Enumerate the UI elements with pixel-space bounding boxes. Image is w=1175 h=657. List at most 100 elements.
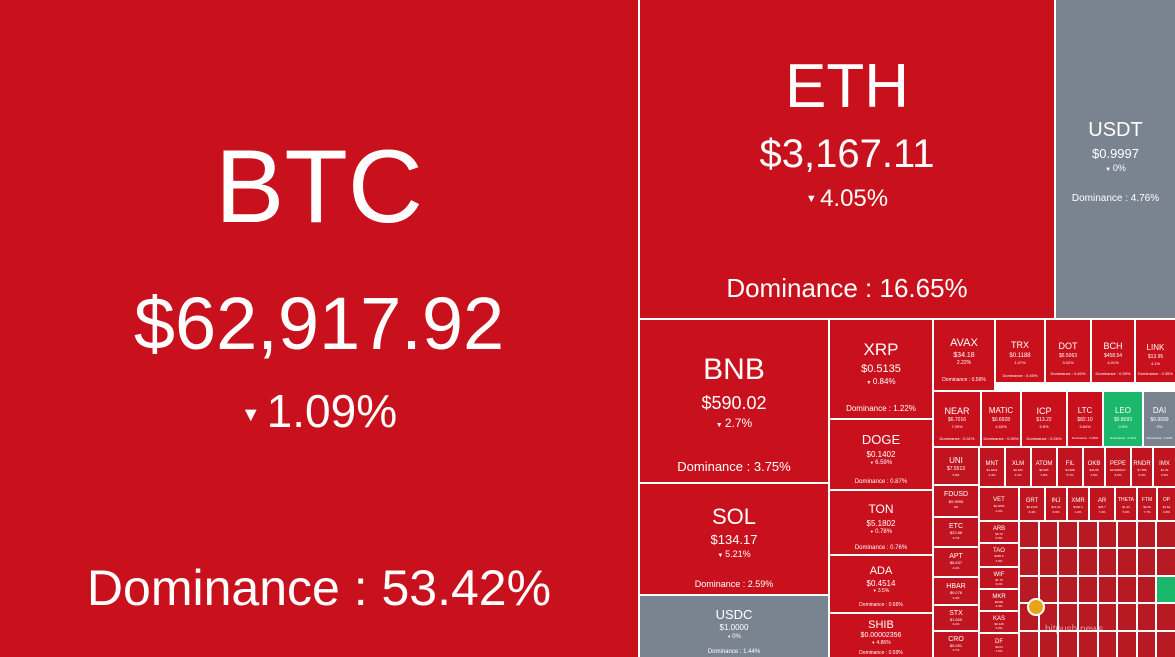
tiny-tile[interactable] bbox=[1059, 576, 1077, 603]
tile-xmr[interactable]: XMR $166.3 1.2% bbox=[1067, 487, 1089, 521]
tile-theta[interactable]: THETA $1.33 5.0% bbox=[1115, 487, 1137, 521]
tile-link[interactable]: LINK $13.95 4.1% Dominance : 0.35% bbox=[1135, 319, 1175, 383]
tile-arb[interactable]: ARB $0.72 5.3% bbox=[979, 521, 1019, 543]
tiny-tile[interactable] bbox=[1098, 604, 1117, 630]
tile-change: 4.8% bbox=[1040, 473, 1048, 477]
tile-ton[interactable]: TON $5.1802 ▼0.78% Dominance : 0.76% bbox=[829, 490, 933, 555]
tile-stx[interactable]: STX $1.609 6.1% bbox=[933, 605, 979, 631]
tile-avax[interactable]: AVAX $34.18 2.22% Dominance : 0.56% bbox=[933, 319, 995, 391]
tile-change: 3.02% bbox=[1062, 360, 1074, 365]
tile-dot[interactable]: DOT $6.5063 3.02% Dominance : 0.40% bbox=[1045, 319, 1091, 383]
tile-shib[interactable]: SHIB $0.00002356 ▼4.86% Dominance : 0.59… bbox=[829, 613, 933, 657]
tiny-tile[interactable] bbox=[1059, 549, 1077, 575]
tiny-tile[interactable] bbox=[1157, 522, 1175, 548]
tile-matic[interactable]: MATIC $0.6928 4.53% Dominance : 0.30% bbox=[981, 391, 1021, 447]
tile-mnt[interactable]: MNT $1.0221 2.4% bbox=[979, 447, 1005, 487]
tiny-tile[interactable] bbox=[1059, 522, 1077, 548]
tile-eth[interactable]: ETH $3,167.11 ▼ 4.05% Dominance : 16.65% bbox=[639, 0, 1055, 319]
tiny-tile[interactable] bbox=[1020, 549, 1038, 575]
tile-dai[interactable]: DAI $0.9999 0% Dominance : 0.23% bbox=[1143, 391, 1175, 447]
tile-op[interactable]: OP $1.62 6.8% bbox=[1157, 487, 1175, 521]
tile-icp[interactable]: ICP $13.22 5.5% Dominance : 0.26% bbox=[1021, 391, 1067, 447]
tiny-tile[interactable] bbox=[1059, 604, 1077, 630]
tiny-tile[interactable] bbox=[1098, 549, 1117, 575]
tile-df[interactable]: DF $0.04 1.5% bbox=[979, 633, 1019, 657]
tile-inj[interactable]: INJ $21.02 6.6% bbox=[1045, 487, 1067, 521]
tiny-tile[interactable] bbox=[1078, 576, 1097, 603]
tile-symbol: APT bbox=[949, 553, 963, 560]
tiny-tile[interactable] bbox=[1137, 549, 1156, 575]
tiny-tile[interactable] bbox=[1098, 631, 1117, 657]
tile-xrp[interactable]: XRP $0.5135 ▼ 0.84% Dominance : 1.22% bbox=[829, 319, 933, 419]
tiny-tile[interactable] bbox=[1157, 549, 1175, 575]
tiny-tile[interactable] bbox=[1118, 576, 1136, 603]
tiny-tile[interactable] bbox=[1020, 604, 1038, 630]
tile-price: $7.055 bbox=[1137, 468, 1147, 472]
tile-rndr[interactable]: RNDR $7.055 6.3% bbox=[1131, 447, 1153, 487]
tile-ltc[interactable]: LTC $82.10 3.84% Dominance : 0.26% bbox=[1067, 391, 1103, 447]
tiny-tile[interactable] bbox=[1157, 631, 1175, 657]
tile-usdt[interactable]: USDT $0.9997 ▼ 0% Dominance : 4.76% bbox=[1055, 0, 1175, 319]
tiny-tile[interactable] bbox=[1039, 576, 1058, 603]
tiny-tile[interactable] bbox=[1118, 631, 1136, 657]
tile-price: $590.02 bbox=[701, 393, 767, 413]
tiny-tile[interactable] bbox=[1039, 549, 1058, 575]
tiny-tile[interactable] bbox=[1039, 522, 1058, 548]
tiny-tile[interactable] bbox=[1157, 576, 1175, 603]
tiny-tile[interactable] bbox=[1098, 576, 1117, 603]
tile-price: $0.0000117 bbox=[1110, 468, 1126, 472]
tile-ftm[interactable]: FTM $0.49 7.7% bbox=[1137, 487, 1157, 521]
tile-uni[interactable]: UNI $7.5513 5.9% bbox=[933, 447, 979, 485]
tiny-tile[interactable] bbox=[1039, 604, 1058, 630]
tile-usdc[interactable]: USDC $1.0000 ▼0% Dominance : 1.44% bbox=[639, 595, 829, 657]
tiny-tile[interactable] bbox=[1078, 549, 1097, 575]
tile-bch[interactable]: BCH $458.54 4.01% Dominance : 0.39% bbox=[1091, 319, 1135, 383]
tile-pepe[interactable]: PEPE $0.0000117 8.2% bbox=[1105, 447, 1131, 487]
tile-wif[interactable]: WIF $1.76 9.1% bbox=[979, 567, 1019, 589]
tiny-tile[interactable] bbox=[1078, 522, 1097, 548]
tiny-tile[interactable] bbox=[1020, 631, 1038, 657]
tile-grt[interactable]: GRT $0.2145 6.4% bbox=[1019, 487, 1045, 521]
tile-mkr[interactable]: MKR $2300 3.3% bbox=[979, 589, 1019, 611]
tile-doge[interactable]: DOGE $0.1402 ▼6.59% Dominance : 0.87% bbox=[829, 419, 933, 490]
tile-btc[interactable]: BTC $62,917.92 ▼ 1.09% Dominance : 53.42% bbox=[0, 0, 639, 657]
tile-sol[interactable]: SOL $134.17 ▼ 5.21% Dominance : 2.59% bbox=[639, 483, 829, 595]
tiny-tile[interactable] bbox=[1078, 631, 1097, 657]
tile-dominance: Dominance : 0.31% bbox=[939, 436, 975, 441]
tiny-tile[interactable] bbox=[1020, 522, 1038, 548]
tiny-tile[interactable] bbox=[1118, 549, 1136, 575]
tile-xlm[interactable]: XLM $0.104 3.1% bbox=[1005, 447, 1031, 487]
tiny-tile[interactable] bbox=[1098, 522, 1117, 548]
tile-etc[interactable]: ETC $22.88 3.7% bbox=[933, 517, 979, 547]
tiny-tile[interactable] bbox=[1059, 631, 1077, 657]
tile-fdusd[interactable]: FDUSD $0.9995 0% bbox=[933, 485, 979, 517]
tile-imx[interactable]: IMX $1.49 6.9% bbox=[1153, 447, 1175, 487]
tile-near[interactable]: NEAR $6.7016 7.09% Dominance : 0.31% bbox=[933, 391, 981, 447]
tile-tao[interactable]: TAO $295.5 4.9% bbox=[979, 543, 1019, 567]
tile-kas[interactable]: KAS $0.148 2.2% bbox=[979, 611, 1019, 633]
tile-trx[interactable]: TRX $0.1188 1.07% Dominance : 0.45% bbox=[995, 319, 1045, 383]
tiny-tile[interactable] bbox=[1020, 576, 1038, 603]
tiny-tile[interactable] bbox=[1137, 631, 1156, 657]
tile-leo[interactable]: LEO $5.8093 0.5% Dominance : 0.24% bbox=[1103, 391, 1143, 447]
tiny-tile[interactable] bbox=[1118, 522, 1136, 548]
tiny-tile[interactable] bbox=[1137, 576, 1156, 603]
tiny-tile[interactable] bbox=[1137, 522, 1156, 548]
tile-fil[interactable]: FIL $4.968 5.7% bbox=[1057, 447, 1083, 487]
tile-symbol: XRP bbox=[863, 340, 899, 359]
tile-ar[interactable]: AR $25.7 7.4% bbox=[1089, 487, 1115, 521]
tiny-tile[interactable] bbox=[1078, 604, 1097, 630]
tile-vet[interactable]: VET $0.0254 4.2% bbox=[979, 487, 1019, 521]
tile-price: $2300 bbox=[994, 600, 1004, 604]
tile-hbar[interactable]: HBAR $0.076 3.4% bbox=[933, 577, 979, 605]
tiny-tile[interactable] bbox=[1137, 604, 1156, 630]
tile-okb[interactable]: OKB $44.08 2.9% bbox=[1083, 447, 1105, 487]
tile-bnb[interactable]: BNB $590.02 ▼ 2.7% Dominance : 3.75% bbox=[639, 319, 829, 483]
tile-ada[interactable]: ADA $0.4514 ▼3.5% Dominance : 0.66% bbox=[829, 555, 933, 613]
tiny-tile[interactable] bbox=[1157, 604, 1175, 630]
tiny-tile[interactable] bbox=[1039, 631, 1058, 657]
tile-cro[interactable]: CRO $0.091 2.7% bbox=[933, 631, 979, 657]
tile-atom[interactable]: ATOM $6.605 4.8% bbox=[1031, 447, 1057, 487]
tile-apt[interactable]: APT $6.637 4.4% bbox=[933, 547, 979, 577]
tiny-tile[interactable] bbox=[1118, 604, 1136, 630]
